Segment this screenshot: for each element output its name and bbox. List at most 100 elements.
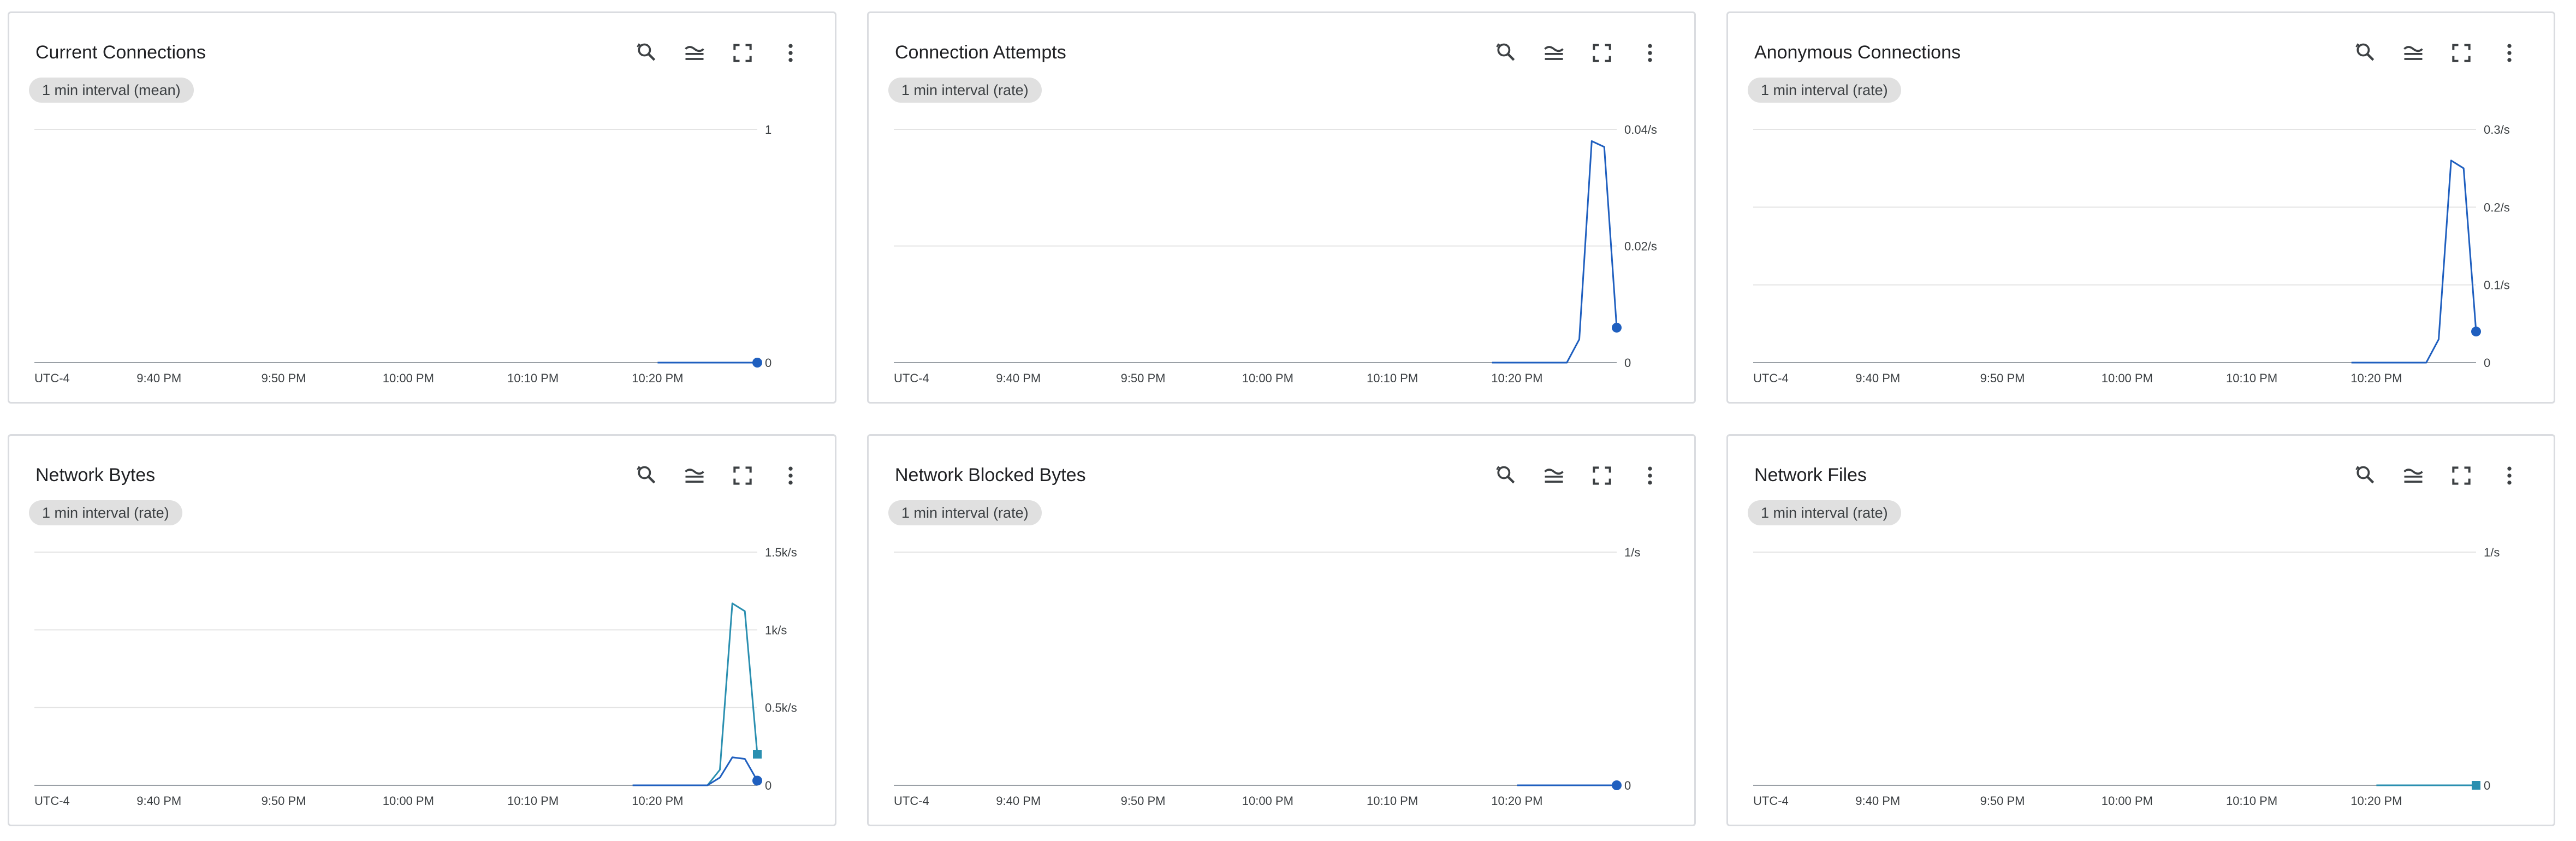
zoom-reset-button[interactable] [2347, 37, 2383, 69]
more-options-button[interactable] [1632, 460, 1668, 491]
fullscreen-button[interactable] [725, 460, 761, 491]
fullscreen-button[interactable] [1584, 37, 1620, 69]
fullscreen-button[interactable] [2443, 460, 2479, 491]
fullscreen-icon [1593, 466, 1611, 485]
line-chart[interactable]: 1.5k/s 1k/s 0.5k/s 0 UTC-4 9:40 PM 9:50 PM 10:0… [9, 436, 838, 828]
legend-toggle-button[interactable] [2395, 460, 2431, 491]
card-title: Network Bytes [35, 465, 156, 485]
card-title: Network Blocked Bytes [895, 465, 1086, 485]
x-tick-label: 9:50 PM [1980, 371, 2025, 385]
series-line [632, 756, 758, 786]
more-options-button[interactable] [2491, 460, 2527, 491]
fullscreen-button[interactable] [725, 37, 761, 69]
more-vert-icon [1648, 466, 1652, 485]
series-end-marker [1612, 322, 1622, 333]
zoom-reset-icon [1496, 43, 1515, 61]
series-end-marker [752, 358, 762, 368]
fullscreen-icon [733, 466, 752, 485]
x-tick-label: 9:50 PM [1980, 794, 2025, 808]
legend-icon [1544, 469, 1564, 483]
line-chart[interactable]: 0.3/s 0.2/s 0.1/s 0 UTC-4 9:40 PM 9:50 PM 10:00… [1728, 13, 2557, 405]
card-toolbar [2347, 37, 2527, 69]
chart-card-current-connections: Current Connections 1 min interval (mean… [8, 11, 836, 404]
y-tick-label: 0.2/s [2484, 200, 2510, 214]
zoom-reset-button[interactable] [1488, 37, 1524, 69]
y-tick-label: 1k/s [765, 623, 787, 637]
x-tick-label: 9:40 PM [136, 371, 181, 385]
x-tick-label: 10:10 PM [1367, 371, 1418, 385]
y-tick-label: 0 [765, 779, 771, 792]
series-line [1492, 140, 1618, 364]
x-tick-label: UTC-4 [1753, 794, 1789, 808]
interval-chip[interactable]: 1 min interval (rate) [888, 500, 1042, 525]
card-toolbar [628, 37, 809, 69]
y-tick-label: 0 [1624, 779, 1631, 792]
more-vert-icon [1648, 44, 1652, 62]
y-tick-label: 1/s [1624, 546, 1640, 559]
x-tick-label: 9:50 PM [1121, 371, 1166, 385]
series-end-marker [2471, 327, 2481, 337]
interval-chip[interactable]: 1 min interval (rate) [888, 78, 1042, 103]
y-tick-label: 1.5k/s [765, 546, 797, 559]
more-options-button[interactable] [773, 460, 809, 491]
y-tick-label: 0.1/s [2484, 279, 2510, 292]
chart-card-network-bytes: Network Bytes 1 min interval (rate) 1.5k… [8, 434, 836, 826]
zoom-reset-icon [1496, 466, 1515, 484]
series-end-marker [753, 750, 762, 759]
line-chart[interactable]: 1/s 0 UTC-4 9:40 PM 9:50 PM 10:00 PM 10:10 PM 1… [1728, 436, 2557, 828]
legend-toggle-button[interactable] [2395, 37, 2431, 69]
x-tick-label: UTC-4 [894, 371, 929, 385]
legend-toggle-button[interactable] [1536, 37, 1572, 69]
chart-card-anonymous-connections: Anonymous Connections 1 min interval (ra… [1726, 11, 2555, 404]
card-toolbar [1488, 460, 1668, 491]
line-chart[interactable]: 1/s 0 UTC-4 9:40 PM 9:50 PM 10:00 PM 10:10 PM 1… [869, 436, 1697, 828]
more-options-button[interactable] [1632, 37, 1668, 69]
more-vert-icon [2507, 466, 2512, 485]
x-tick-label: 10:00 PM [383, 794, 434, 808]
zoom-reset-button[interactable] [628, 460, 664, 491]
interval-chip[interactable]: 1 min interval (rate) [29, 500, 182, 525]
x-tick-label: 9:40 PM [996, 371, 1041, 385]
more-options-button[interactable] [2491, 37, 2527, 69]
more-options-button[interactable] [773, 37, 809, 69]
more-vert-icon [788, 44, 793, 62]
fullscreen-icon [2452, 44, 2471, 62]
y-tick-label: 0 [2484, 356, 2490, 370]
x-tick-label: 9:50 PM [262, 794, 306, 808]
x-tick-label: 10:00 PM [1242, 794, 1293, 808]
x-tick-label: 10:10 PM [2226, 794, 2277, 808]
zoom-reset-icon [2355, 43, 2375, 61]
interval-chip[interactable]: 1 min interval (mean) [29, 78, 194, 103]
more-vert-icon [2507, 44, 2512, 62]
zoom-reset-button[interactable] [628, 37, 664, 69]
x-tick-label: UTC-4 [34, 371, 70, 385]
x-tick-label: 10:10 PM [507, 794, 559, 808]
zoom-reset-icon [637, 43, 656, 61]
legend-icon [1544, 46, 1564, 60]
legend-toggle-button[interactable] [676, 460, 713, 491]
x-tick-label: UTC-4 [894, 794, 929, 808]
legend-toggle-button[interactable] [1536, 460, 1572, 491]
y-tick-label: 0.5k/s [765, 701, 797, 715]
chart-card-connection-attempts: Connection Attempts 1 min interval (rate… [867, 11, 1696, 404]
card-toolbar [2347, 460, 2527, 491]
x-tick-label: 10:20 PM [1491, 371, 1542, 385]
legend-icon [2403, 46, 2423, 60]
y-tick-label: 0.02/s [1624, 240, 1657, 253]
legend-toggle-button[interactable] [676, 37, 713, 69]
y-tick-label: 0 [2484, 779, 2490, 792]
card-toolbar [628, 460, 809, 491]
interval-chip[interactable]: 1 min interval (rate) [1748, 78, 1901, 103]
interval-chip[interactable]: 1 min interval (rate) [1748, 500, 1901, 525]
fullscreen-button[interactable] [2443, 37, 2479, 69]
zoom-reset-button[interactable] [1488, 460, 1524, 491]
chart-card-network-blocked-bytes: Network Blocked Bytes 1 min interval (ra… [867, 434, 1696, 826]
line-chart[interactable]: 1 0 UTC-4 9:40 PM 9:50 PM 10:00 PM 10:10 PM 10:… [9, 13, 838, 405]
line-chart[interactable]: 0.04/s 0.02/s 0 UTC-4 9:40 PM 9:50 PM 10:00 PM… [869, 13, 1697, 405]
zoom-reset-button[interactable] [2347, 460, 2383, 491]
series-end-marker [1612, 780, 1622, 790]
x-tick-label: 10:20 PM [2351, 371, 2402, 385]
legend-icon [685, 46, 704, 60]
fullscreen-button[interactable] [1584, 460, 1620, 491]
